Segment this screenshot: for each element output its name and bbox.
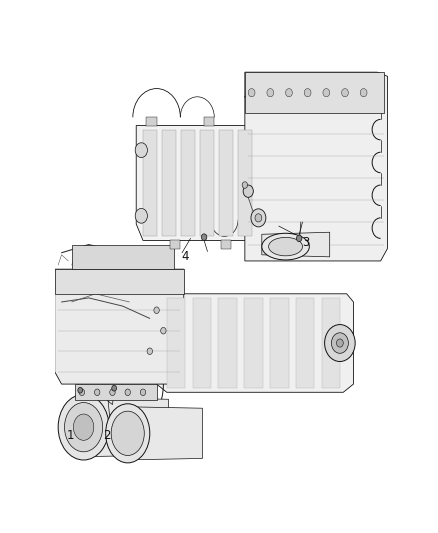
- Circle shape: [286, 88, 293, 97]
- Polygon shape: [130, 64, 394, 269]
- Circle shape: [112, 385, 117, 391]
- Circle shape: [251, 209, 266, 227]
- Polygon shape: [244, 298, 263, 388]
- Polygon shape: [167, 298, 185, 388]
- Polygon shape: [181, 130, 194, 236]
- Circle shape: [78, 387, 83, 393]
- Circle shape: [267, 88, 274, 97]
- Circle shape: [325, 325, 355, 361]
- Polygon shape: [270, 298, 289, 388]
- Circle shape: [110, 389, 115, 395]
- Polygon shape: [219, 298, 237, 388]
- Polygon shape: [146, 117, 157, 126]
- Polygon shape: [55, 269, 184, 384]
- Ellipse shape: [64, 402, 102, 452]
- Circle shape: [243, 185, 253, 197]
- Text: 2: 2: [104, 429, 111, 442]
- Polygon shape: [262, 232, 330, 257]
- Ellipse shape: [111, 411, 144, 456]
- Polygon shape: [204, 117, 214, 126]
- Ellipse shape: [58, 394, 109, 460]
- Circle shape: [125, 389, 131, 395]
- Text: 3: 3: [302, 236, 310, 249]
- Text: 1: 1: [66, 429, 74, 442]
- Ellipse shape: [262, 233, 309, 260]
- Polygon shape: [75, 384, 156, 400]
- Circle shape: [147, 348, 152, 354]
- Polygon shape: [296, 298, 314, 388]
- Polygon shape: [162, 130, 176, 236]
- Circle shape: [304, 88, 311, 97]
- Ellipse shape: [74, 414, 94, 440]
- Circle shape: [248, 88, 255, 97]
- Circle shape: [336, 339, 343, 347]
- Polygon shape: [55, 269, 184, 294]
- Circle shape: [135, 208, 148, 223]
- Polygon shape: [156, 294, 353, 392]
- Ellipse shape: [268, 237, 303, 256]
- Polygon shape: [55, 269, 360, 466]
- Polygon shape: [200, 130, 214, 236]
- Circle shape: [242, 182, 247, 188]
- Circle shape: [135, 143, 148, 158]
- Polygon shape: [245, 72, 384, 113]
- Polygon shape: [219, 130, 233, 236]
- Polygon shape: [221, 240, 231, 248]
- Ellipse shape: [106, 404, 150, 463]
- Circle shape: [201, 234, 207, 240]
- Circle shape: [323, 88, 330, 97]
- Circle shape: [255, 214, 262, 222]
- Polygon shape: [170, 240, 180, 248]
- Circle shape: [297, 235, 302, 241]
- Polygon shape: [238, 130, 251, 236]
- Circle shape: [79, 389, 85, 395]
- Polygon shape: [193, 298, 211, 388]
- Circle shape: [154, 307, 159, 313]
- Polygon shape: [321, 298, 340, 388]
- Polygon shape: [124, 407, 202, 460]
- Polygon shape: [136, 126, 268, 240]
- Text: 4: 4: [182, 251, 189, 263]
- Circle shape: [342, 88, 348, 97]
- Polygon shape: [143, 130, 156, 236]
- Polygon shape: [245, 72, 387, 261]
- Polygon shape: [72, 245, 173, 269]
- Polygon shape: [80, 398, 169, 457]
- Circle shape: [332, 333, 348, 353]
- Circle shape: [161, 327, 166, 334]
- Circle shape: [140, 389, 146, 395]
- Circle shape: [360, 88, 367, 97]
- Circle shape: [95, 389, 100, 395]
